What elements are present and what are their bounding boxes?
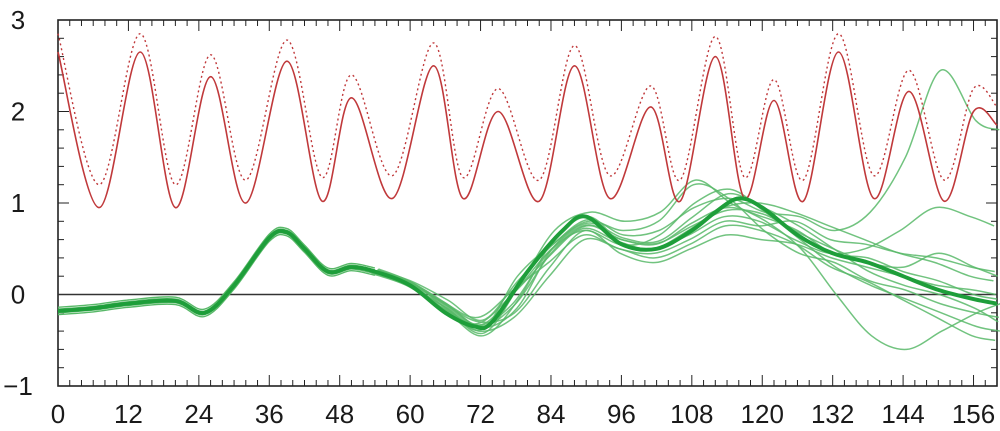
x-tick-label: 132 — [811, 399, 854, 429]
ensemble-member-line — [377, 188, 1000, 337]
red-dotted-line — [57, 32, 998, 186]
y-tick-layer: −1 0 1 2 3 — [3, 5, 33, 401]
x-tick-layer: 0 12 24 36 48 60 72 84 96 108 120 132 144 156 — [51, 399, 995, 429]
x-tick-label: 72 — [466, 399, 495, 429]
x-tick-label: 120 — [741, 399, 784, 429]
green-mean-line — [57, 196, 998, 331]
ensemble-member-line — [378, 179, 1000, 351]
x-tick-label: 84 — [537, 399, 566, 429]
ensemble-member-line — [375, 192, 999, 329]
ensemble-member-line — [375, 208, 998, 326]
x-tick-label: 144 — [881, 399, 924, 429]
ensemble-member-line — [377, 69, 1000, 322]
y-tick-label: −1 — [3, 371, 33, 401]
x-tick-label: 48 — [325, 399, 354, 429]
x-tick-label: 36 — [255, 399, 284, 429]
y-tick-label: 1 — [11, 188, 25, 218]
analysis-member-line — [57, 226, 376, 311]
x-tick-label: 60 — [396, 399, 425, 429]
x-tick-label: 24 — [184, 399, 213, 429]
y-tick-label: 3 — [11, 5, 25, 35]
red-solid-line — [57, 51, 998, 209]
series-layer — [57, 32, 1000, 351]
ensemble-member-line — [372, 224, 996, 342]
x-tick-label: 0 — [51, 399, 65, 429]
plot-frame — [57, 19, 998, 387]
x-tick-label: 96 — [607, 399, 636, 429]
plot-border — [57, 19, 998, 387]
x-tick-label: 12 — [114, 399, 143, 429]
y-tick-label: 2 — [11, 97, 25, 127]
ensemble-member-line — [371, 201, 994, 325]
x-tick-label: 108 — [670, 399, 713, 429]
ensemble-member-line — [376, 183, 999, 331]
x-tick-label: 156 — [952, 399, 995, 429]
analysis-member-line — [57, 233, 376, 318]
y-tick-label: 0 — [11, 280, 25, 310]
